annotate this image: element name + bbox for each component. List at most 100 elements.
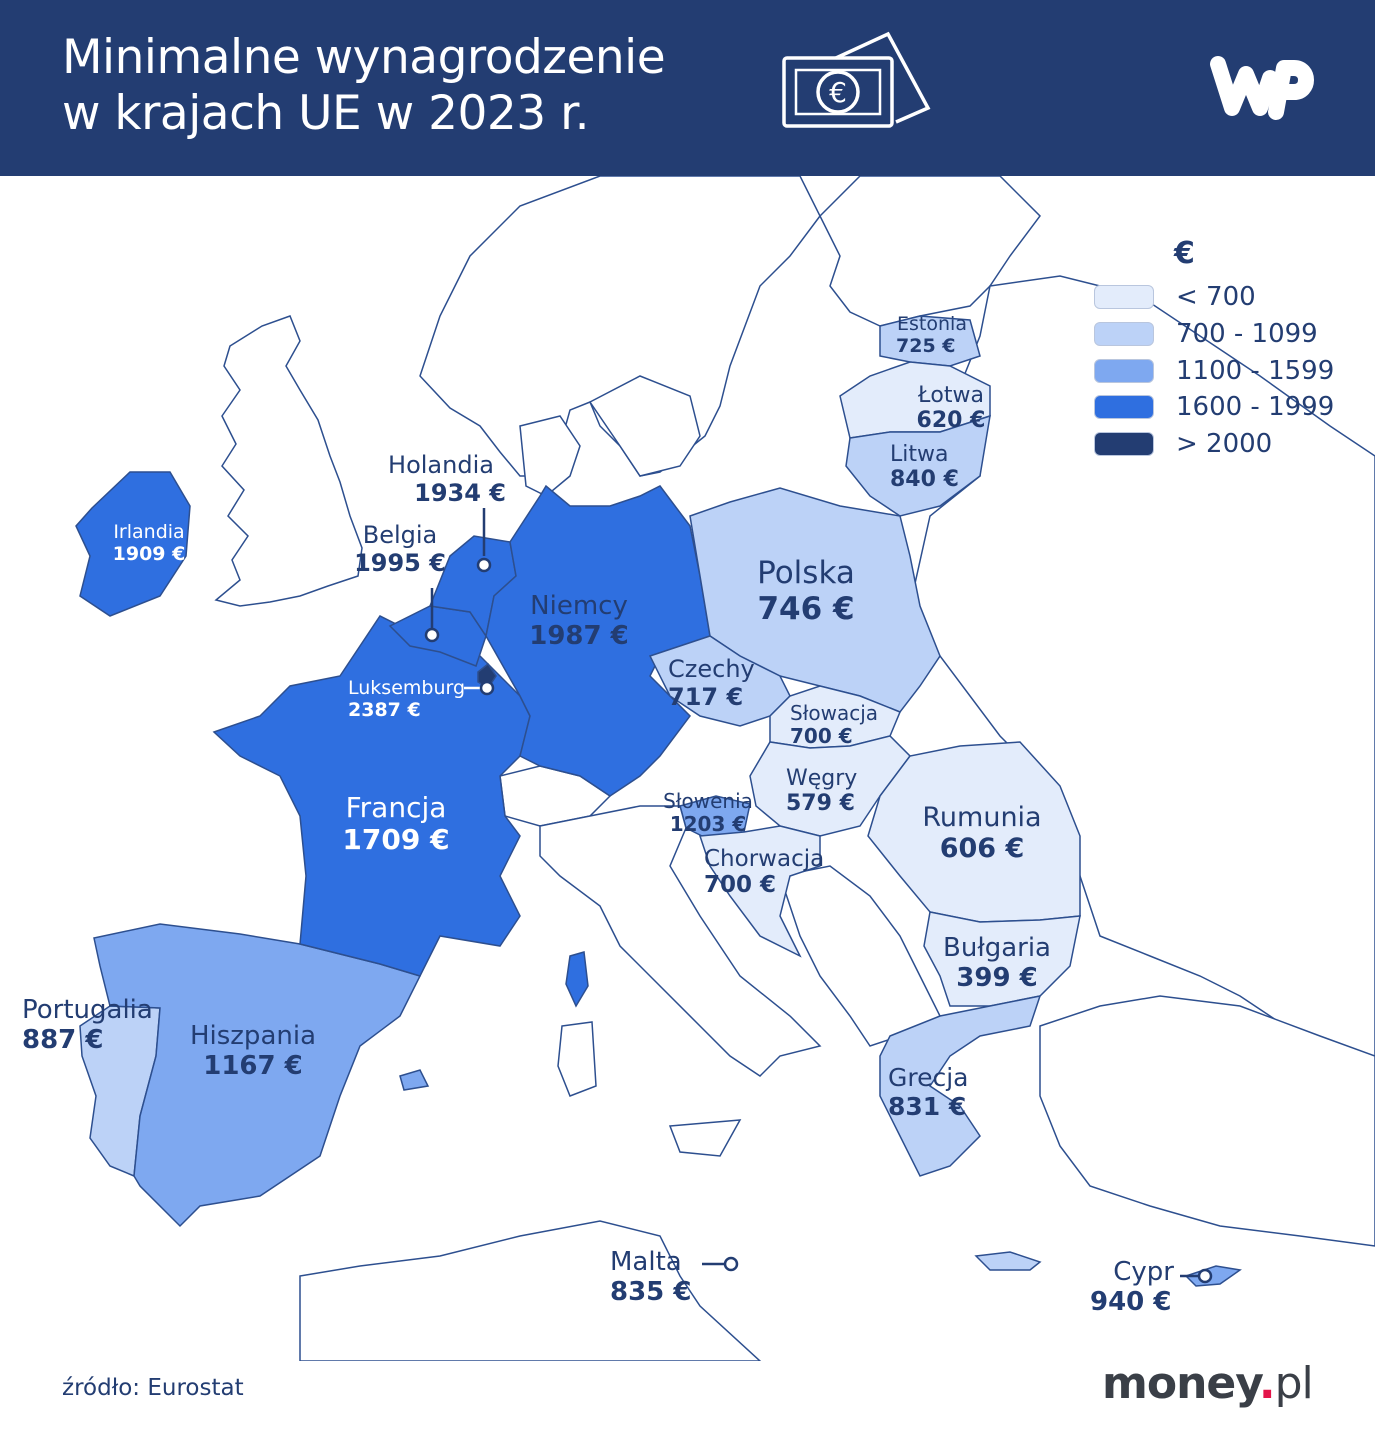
title-line-2: w krajach UE w 2023 r. [62,86,590,141]
europe-map [75,176,1375,1361]
label-wegry: Węgry 579 € [786,766,857,817]
money-pl-logo: money.pl [1102,1358,1314,1409]
great-britain-shape [214,315,363,607]
label-francja-name: Francja [345,791,447,824]
legend-swatch [1094,395,1154,420]
country-shape-chorwacja [698,825,821,958]
label-francja-value: 1709 € [342,823,450,857]
label-czechy-value: 717 € [668,682,744,711]
label-rumunia-value: 606 € [939,833,1025,865]
label-cypr: Cypr 940 € [1090,1257,1174,1318]
header-banner: Minimalne wynagrodzenie w krajach UE w 2… [0,0,1375,176]
label-slowacja-name: Słowacja [790,701,879,725]
label-belgia: Belgia 1995 € [354,521,446,577]
label-chorwacja: Chorwacja 700 € [704,846,824,899]
label-estonia-name: Estonia [897,313,967,335]
finland-shape [819,176,1041,327]
label-slowacja-value: 700 € [790,724,853,748]
label-bulgaria-name: Bułgaria [943,933,1051,963]
label-grecja-value: 831 € [888,1091,967,1121]
label-luksemburg-name: Luksemburg [348,677,466,699]
label-hiszpania-name: Hiszpania [189,1021,317,1051]
label-litwa-value: 840 € [890,467,959,493]
country-shape-niemcy [485,484,711,797]
label-wegry-name: Węgry [786,766,858,791]
label-niemcy-value: 1987 € [529,620,629,651]
legend-item: 700 - 1099 [1094,316,1334,353]
label-malta: Malta 835 € [610,1247,692,1308]
legend-item: 1100 - 1599 [1094,352,1334,389]
label-litwa: Litwa 840 € [890,442,959,493]
leader-dot-luksemburg [479,680,495,696]
label-rumunia-name: Rumunia [922,802,1042,833]
label-rumunia: Rumunia 606 € [914,802,1050,864]
label-czechy-name: Czechy [668,655,755,683]
leader-dot-belgia [424,627,440,643]
country-shape-estonia [879,315,981,367]
label-wegry-value: 579 € [786,791,855,817]
label-grecja-name: Grecja [888,1063,969,1092]
label-grecja: Grecja 831 € [888,1063,969,1122]
label-slowenia: Słowenia 1203 € [656,790,760,836]
leader-dot-cypr [1197,1268,1213,1284]
legend-swatch [1094,432,1154,457]
label-bulgaria-value: 399 € [956,962,1038,993]
label-belgia-name: Belgia [362,521,438,549]
label-cypr-name: Cypr [1113,1257,1174,1287]
label-bulgaria: Bułgaria 399 € [934,933,1060,994]
label-litwa-name: Litwa [890,442,949,467]
wp-logo [1210,56,1314,120]
label-polska-value: 746 € [757,590,855,627]
baleares-shape [399,1069,430,1091]
leader-dot-holandia [476,557,492,573]
sweden-south-shape [588,375,701,477]
label-niemcy-name: Niemcy [530,591,628,621]
label-belgia-value: 1995 € [354,548,446,577]
legend-label: < 700 [1176,282,1256,313]
country-shape-italy [539,805,822,1077]
label-irlandia: Irlandia 1909 € [96,521,202,566]
label-polska: Polska 746 € [736,555,876,627]
label-slowenia-name: Słowenia [663,789,753,813]
label-holandia: Holandia 1934 € [376,451,506,507]
label-czechy: Czechy 717 € [668,655,755,711]
label-portugalia-name: Portugalia [22,995,153,1025]
label-malta-value: 835 € [610,1276,692,1307]
source-note: źródło: Eurostat [62,1375,244,1401]
corsica-shape [565,951,589,1008]
label-portugalia: Portugalia 887 € [22,995,153,1056]
banknote-icon: € [782,31,931,128]
label-cypr-value: 940 € [1090,1286,1172,1317]
label-slowenia-value: 1203 € [669,812,747,836]
page-title: Minimalne wynagrodzenie w krajach UE w 2… [62,30,666,142]
label-francja: Francja 1709 € [326,791,466,857]
country-shape-irlandia [75,471,191,617]
label-slowacja: Słowacja 700 € [790,702,878,748]
title-line-1: Minimalne wynagrodzenie [62,30,666,85]
legend-item: < 700 [1094,279,1334,316]
label-lotwa-value: 620 € [916,408,986,434]
label-lotwa-name: Łotwa [918,383,984,408]
country-shape-grecja-crete [974,1251,1042,1271]
label-holandia-name: Holandia [388,451,494,479]
legend-label: 1100 - 1599 [1176,355,1335,386]
label-estonia-value: 725 € [896,334,956,357]
denmark-shape [519,415,581,497]
label-niemcy: Niemcy 1987 € [516,591,642,652]
legend-item: 1600 - 1999 [1094,389,1334,426]
label-lotwa: Łotwa 620 € [906,383,996,434]
turkey-shape [1039,995,1375,1247]
legend-label: > 2000 [1176,429,1273,460]
country-shape-luksemburg [477,662,497,690]
sardinia-shape [557,1021,597,1097]
legend-label: 1600 - 1999 [1176,392,1335,423]
label-estonia: Estonia 725 € [888,313,976,358]
brand-dot: . [1258,1358,1276,1409]
brand-tld: pl [1274,1358,1314,1409]
legend-swatch [1094,358,1154,383]
euro-symbol: € [829,76,847,109]
country-shape-francja [212,615,531,977]
legend-title: € [1174,236,1195,271]
legend-label: 700 - 1099 [1176,319,1318,350]
map-legend: € < 700 700 - 1099 1100 - 1599 1600 - 19… [1094,236,1334,462]
